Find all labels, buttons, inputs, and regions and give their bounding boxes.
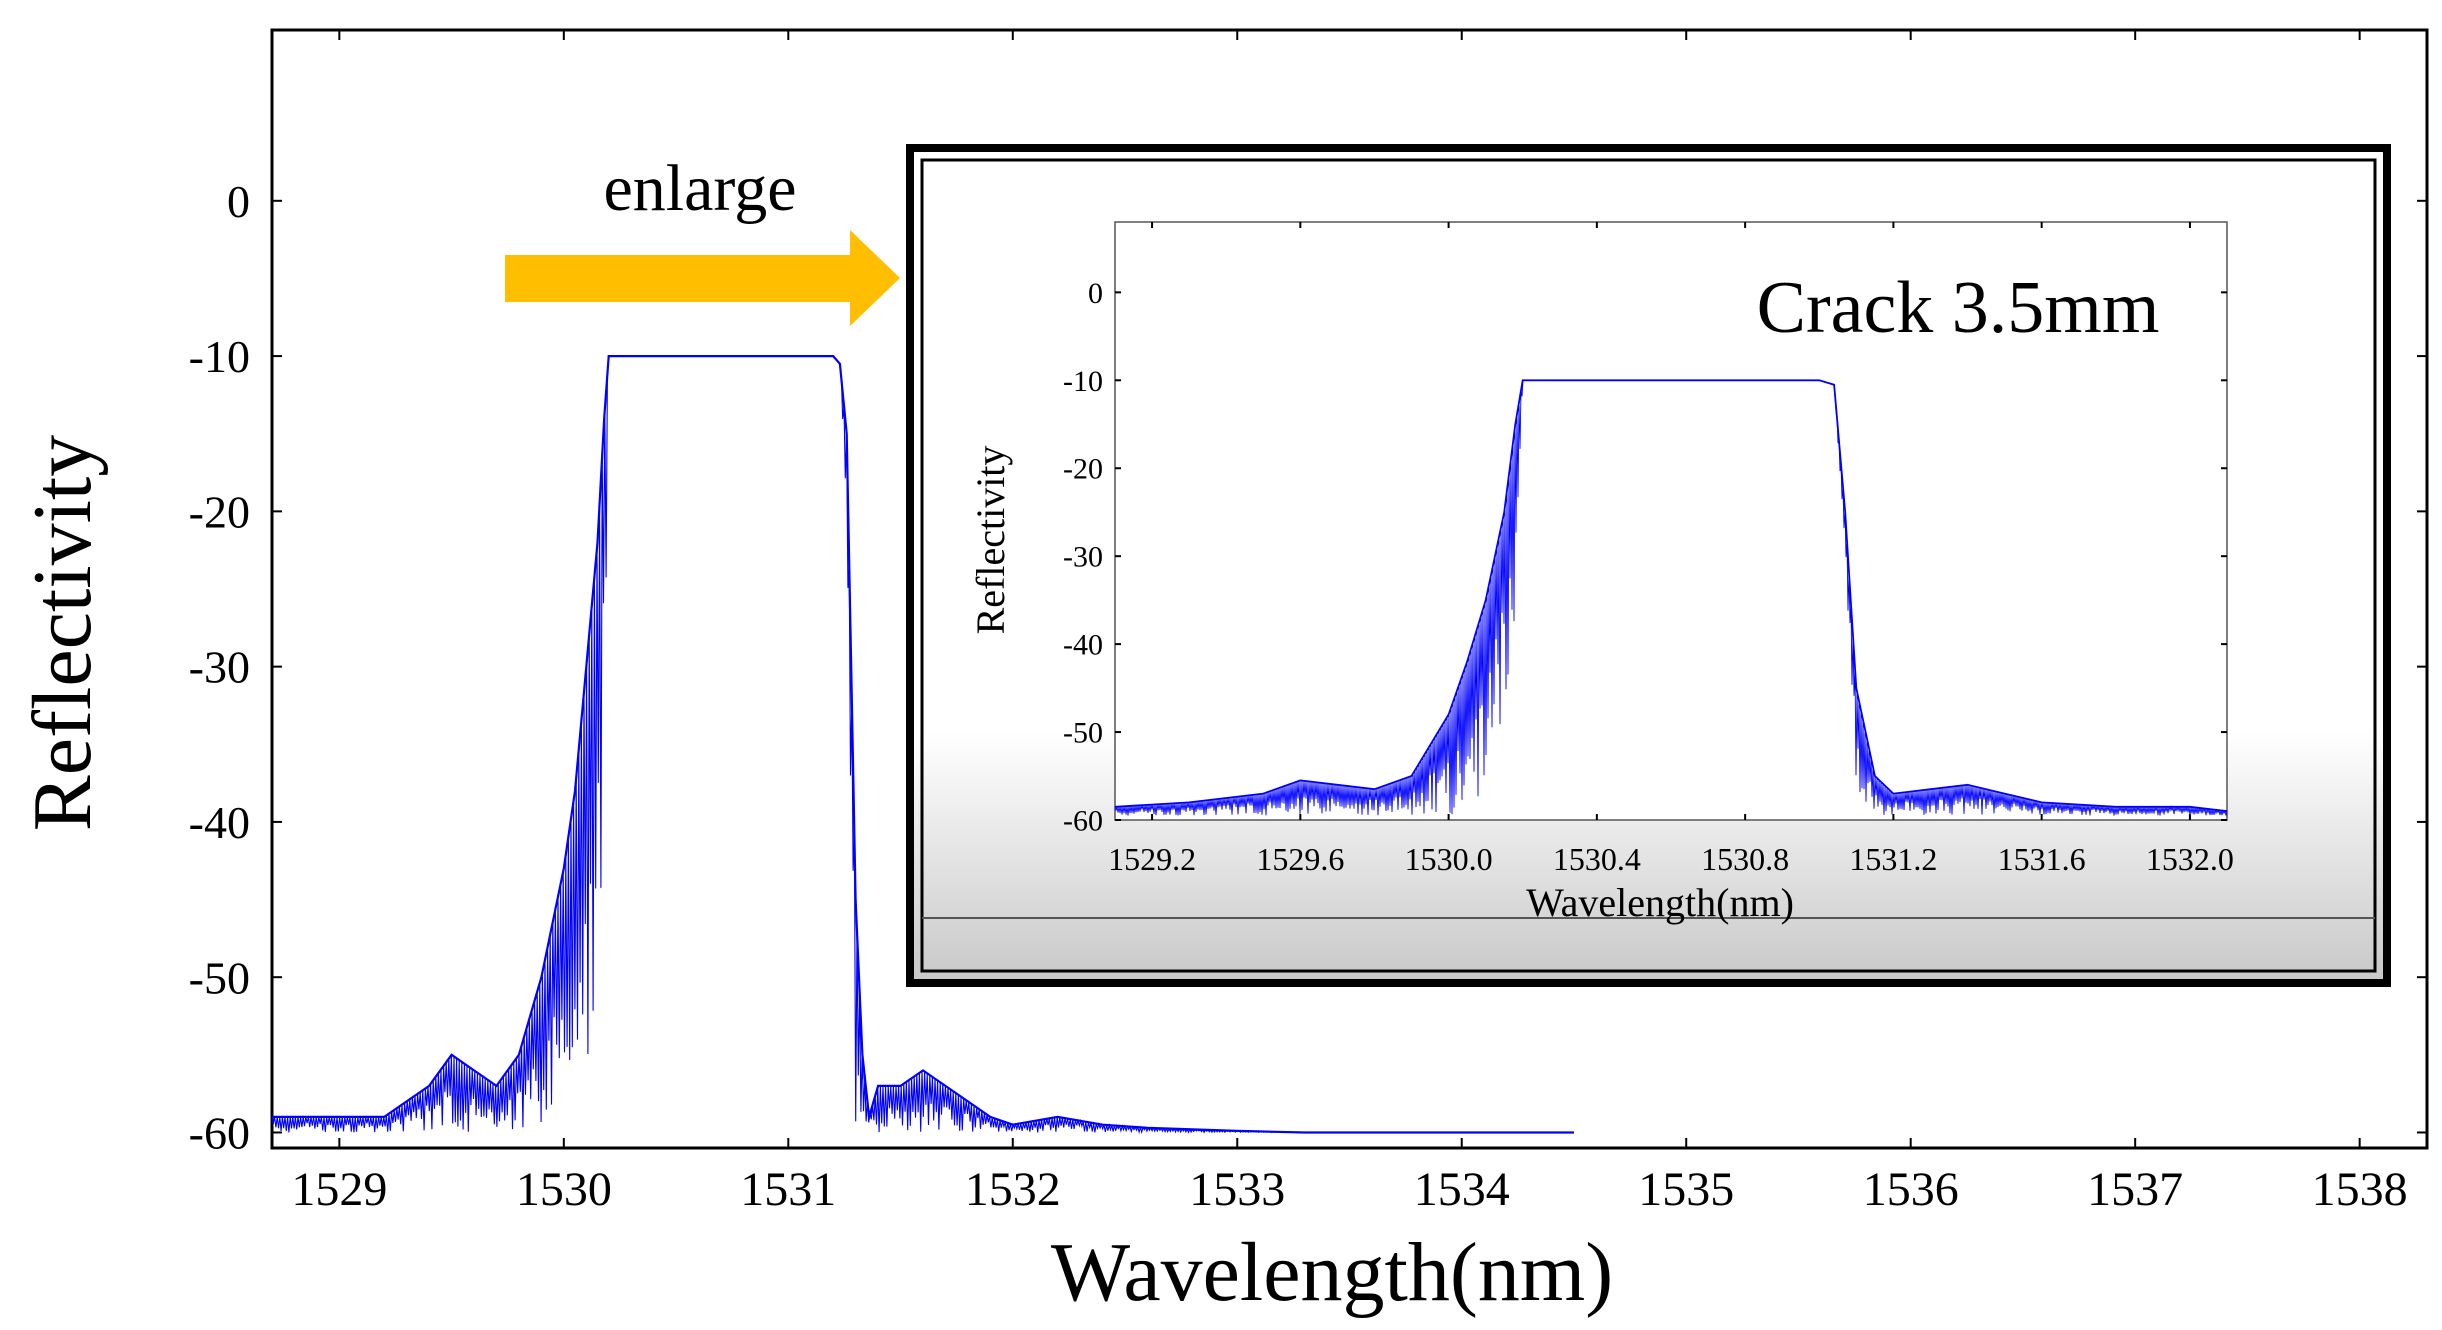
inset-x-tick-label: 1529.6	[1256, 841, 1344, 877]
inset-y-tick-label: -60	[1063, 805, 1103, 838]
main-y-tick-label: -30	[189, 642, 250, 693]
main-y-tick-label: -10	[189, 331, 250, 382]
main-y-tick-label: 0	[227, 176, 250, 227]
main-y-axis-label: Reflectivity	[16, 435, 109, 832]
inset-y-tick-label: -40	[1063, 629, 1103, 662]
inset-x-axis: 1529.2 1529.6 1530.0 1530.4 1530.8 1531.2 1531…	[1108, 222, 2234, 877]
main-x-tick-label: 1529	[291, 1163, 387, 1216]
inset-inner-frame	[920, 158, 2377, 973]
main-x-tick-label: 1531	[740, 1163, 836, 1216]
main-x-tick-label: 1532	[965, 1163, 1061, 1216]
main-y-tick-label: -50	[189, 952, 250, 1003]
inset-x-axis-label: Wavelength(nm)	[1526, 880, 1794, 925]
main-x-axis: 1529 1530 1531 1532 1533 1534 1535 1536 1537 1538	[291, 30, 2408, 1216]
inset-x-tick-label: 1530.0	[1405, 841, 1493, 877]
inset-y-tick-label: -30	[1063, 541, 1103, 574]
inset-y-tick-label: -10	[1063, 365, 1103, 398]
main-x-axis-label: Wavelength(nm)	[1051, 1226, 1613, 1319]
main-series-envelope	[272, 355, 1574, 1134]
inset-y-tick-label: -20	[1063, 453, 1103, 486]
inset-x-tick-label: 1531.2	[1849, 841, 1937, 877]
inset-chart: 0-10-20-30-40-50-60 1529.2 1529.6 1530.0 15…	[906, 144, 2391, 987]
main-x-tick-label: 1535	[1638, 1163, 1734, 1216]
enlarge-label: enlarge	[603, 152, 796, 225]
inset-y-tick-label: 0	[1088, 277, 1103, 310]
inset-series-envelope	[1114, 379, 2228, 813]
inset-title: Crack 3.5mm	[1757, 267, 2160, 349]
inset-y-tick-label: -50	[1063, 717, 1103, 750]
inset-y-axis-label: Reflectivity	[968, 446, 1013, 635]
main-x-tick-label: 1538	[2312, 1163, 2408, 1216]
main-x-tick-label: 1530	[516, 1163, 612, 1216]
inset-plot-frame	[1114, 221, 2228, 821]
inset-y-axis: 0 -10 -20 -30 -40 -50 -60	[1063, 277, 2227, 838]
inset-x-tick-label: 1530.8	[1701, 841, 1789, 877]
enlarge-arrow: enlarge	[505, 152, 900, 326]
arrow-icon	[505, 230, 900, 326]
main-x-tick-label: 1533	[1189, 1163, 1285, 1216]
main-y-tick-label: -40	[189, 797, 250, 848]
main-y-axis: 0 -10 -20 -30 -40 -50 -60	[189, 176, 2427, 1159]
inset-x-tick-label: 1530.4	[1553, 841, 1641, 877]
inset-x-tick-label: 1531.6	[1998, 841, 2086, 877]
inset-series	[1114, 379, 2228, 816]
main-series	[271, 355, 1574, 1135]
main-x-tick-label: 1537	[2087, 1163, 2183, 1216]
main-x-tick-label: 1534	[1414, 1163, 1510, 1216]
inset-x-tick-label: 1529.2	[1108, 841, 1196, 877]
main-y-tick-label: -60	[189, 1108, 250, 1159]
inset-x-tick-label: 1532.0	[2146, 841, 2234, 877]
main-x-tick-label: 1536	[1863, 1163, 1959, 1216]
main-y-tick-label: -20	[189, 486, 250, 537]
